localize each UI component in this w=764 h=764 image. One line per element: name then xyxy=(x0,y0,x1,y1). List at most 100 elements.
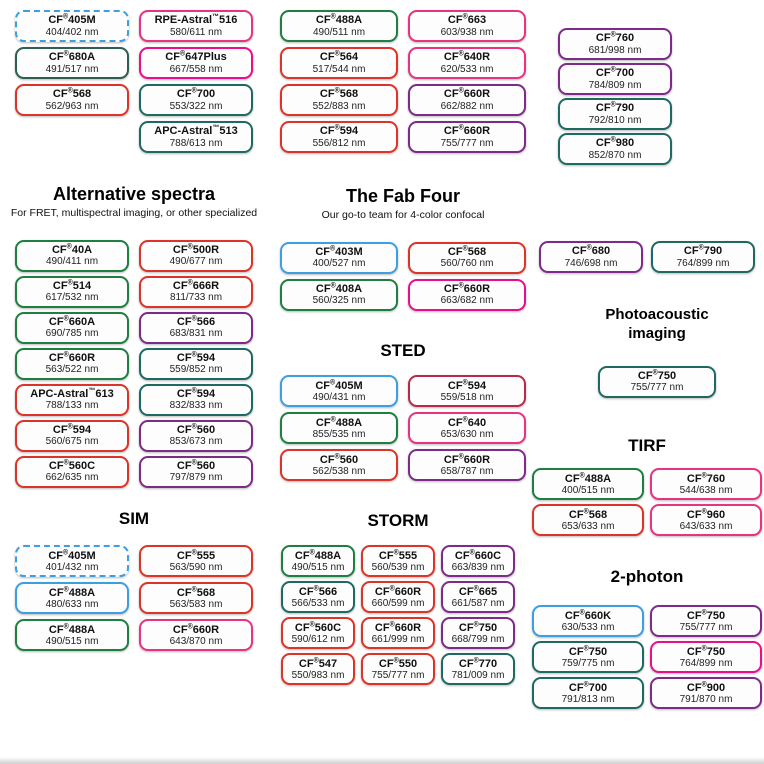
section-title: Photoacoustic imaging xyxy=(605,306,709,342)
dye-excitation-emission: 400/527 nm xyxy=(312,258,366,270)
section-sim: SIM CF®405M 401/432 nm CF®488A 480/633 nm CF®… xyxy=(8,508,260,652)
dye-pill: CF®488A 480/633 nm xyxy=(15,582,129,615)
section-title: The Fab Four xyxy=(346,186,460,206)
dye-name: CF®594 xyxy=(447,378,487,392)
dye-excitation-emission: 480/633 nm xyxy=(45,598,99,610)
dye-excitation-emission: 755/777 nm xyxy=(679,621,733,633)
dye-name: CF®560 xyxy=(319,452,359,466)
dye-pill: CF®566 566/533 nm xyxy=(281,581,355,614)
dye-excitation-emission: 603/938 nm xyxy=(440,26,494,38)
dye-name: CF®665 xyxy=(458,584,498,598)
section-title: 2-photon xyxy=(610,567,684,586)
dye-excitation-emission: 490/677 nm xyxy=(169,256,223,268)
pill-column: CF®405M 401/432 nm CF®488A 480/633 nm CF®488… xyxy=(15,545,129,652)
dye-pill: RPE-Astral™516 580/611 nm xyxy=(139,10,253,42)
dye-pill: CF®660R 662/882 nm xyxy=(408,84,526,116)
section-title: Alternative spectra xyxy=(52,184,216,204)
dye-name: CF®750 xyxy=(686,644,726,658)
dye-pill: CF®660R 643/870 nm xyxy=(139,619,253,652)
dye-name: CF®640 xyxy=(447,415,487,429)
dye-name: CF®790 xyxy=(683,244,723,258)
dye-excitation-emission: 788/613 nm xyxy=(169,137,223,149)
pill-column: CF®680 746/698 nm xyxy=(539,241,643,273)
dye-excitation-emission: 491/517 nm xyxy=(45,63,99,75)
dye-excitation-emission: 661/587 nm xyxy=(451,597,505,609)
pill-columns: CF®405M 490/431 nm CF®488A 855/535 nm CF®560… xyxy=(276,375,530,482)
dye-pill: CF®555 563/590 nm xyxy=(139,545,253,578)
dye-excitation-emission: 630/533 nm xyxy=(561,621,615,633)
dye-pill: CF®547 550/983 nm xyxy=(281,653,355,686)
dye-name: CF®488A xyxy=(48,622,96,636)
dye-name: APC-Astral™613 xyxy=(30,387,114,400)
dye-pill: CF®640 653/630 nm xyxy=(408,412,526,445)
dye-name: CF®488A xyxy=(48,585,96,599)
dye-name: RPE-Astral™516 xyxy=(154,13,238,27)
dye-pill: APC-Astral™613 788/133 nm xyxy=(15,383,129,416)
dye-pill: CF®488A 400/515 nm xyxy=(532,468,644,501)
dye-pill: CF®680 746/698 nm xyxy=(539,241,643,273)
dye-pill: CF®750 759/775 nm xyxy=(532,641,644,674)
section-photo: Photoacoustic imaging CF®750 755/777 nm xyxy=(554,306,760,398)
pill-columns: CF®488A 490/511 nm CF®564 517/544 nm CF®568 5… xyxy=(276,10,530,153)
dye-name: CF®647Plus xyxy=(165,50,227,64)
dye-name: CF®40A xyxy=(51,243,93,256)
dye-pill: CF®564 517/544 nm xyxy=(280,47,398,79)
dye-name: CF®660A xyxy=(48,315,96,328)
dye-pill: CF®750 764/899 nm xyxy=(650,641,762,674)
dye-name: APC-Astral™513 xyxy=(154,124,238,138)
pill-columns: CF®405M 401/432 nm CF®488A 480/633 nm CF®488… xyxy=(8,545,260,652)
dye-excitation-emission: 490/411 nm xyxy=(45,256,99,268)
dye-excitation-emission: 681/998 nm xyxy=(588,44,642,56)
pill-column: CF®488A 490/511 nm CF®564 517/544 nm CF®568 5… xyxy=(280,10,398,153)
dye-name: CF®555 xyxy=(176,548,216,562)
dye-pill: CF®666R 811/733 nm xyxy=(139,275,253,308)
dye-excitation-emission: 544/638 nm xyxy=(679,484,733,496)
dye-pill: CF®700 784/809 nm xyxy=(558,63,672,95)
dye-excitation-emission: 643/633 nm xyxy=(679,520,733,532)
dye-pill: CF®700 791/813 nm xyxy=(532,677,644,710)
dye-excitation-emission: 550/983 nm xyxy=(291,669,345,681)
dye-name: CF®488A xyxy=(294,548,342,562)
dye-excitation-emission: 401/432 nm xyxy=(45,561,99,573)
dye-excitation-emission: 653/630 nm xyxy=(440,428,494,440)
section-2p: 2-photon CF®660K 630/533 nm CF®750 759/775 n… xyxy=(532,566,762,710)
dye-excitation-emission: 560/539 nm xyxy=(371,561,425,573)
section-storm: STORM CF®488A 490/515 nm CF®566 566/533 nm CF… xyxy=(278,510,518,686)
dye-excitation-emission: 811/733 nm xyxy=(169,292,223,304)
dye-name: CF®500R xyxy=(172,243,220,256)
dye-name: CF®594 xyxy=(52,423,92,436)
dye-name: CF®660K xyxy=(564,608,612,622)
dye-name: CF®700 xyxy=(568,680,608,694)
dye-excitation-emission: 553/322 nm xyxy=(169,100,223,112)
dye-pill: CF®405M 401/432 nm xyxy=(15,545,129,578)
dye-excitation-emission: 560/760 nm xyxy=(440,258,494,270)
section-fab: The Fab Four Our go-to team for 4-color c… xyxy=(276,185,530,311)
dye-pill: CF®408A 560/325 nm xyxy=(280,278,398,311)
dye-pill: CF®750 755/777 nm xyxy=(598,365,716,398)
pill-columns: CF®660K 630/533 nm CF®750 759/775 nm CF®700 7… xyxy=(532,605,762,710)
pill-column: CF®760 681/998 nm CF®700 784/809 nm CF®790 79… xyxy=(558,28,672,165)
dye-excitation-emission: 662/635 nm xyxy=(45,472,99,484)
dye-name: CF®660R xyxy=(48,351,96,364)
dye-name: CF®660C xyxy=(454,548,502,562)
pill-column: CF®405M 490/431 nm CF®488A 855/535 nm CF®560… xyxy=(280,375,398,482)
dye-pill: CF®980 852/870 nm xyxy=(558,133,672,165)
pill-column: CF®405M 404/402 nm CF®680A 491/517 nm CF®568… xyxy=(15,10,129,153)
dye-pill: CF®594 559/852 nm xyxy=(139,347,253,380)
dye-name: CF®790 xyxy=(595,101,635,115)
section-top-right: CF®760 681/998 nm CF®700 784/809 nm CF®790 79… xyxy=(556,28,674,165)
section-title: TIRF xyxy=(628,436,666,455)
dye-pill: CF®790 792/810 nm xyxy=(558,98,672,130)
dye-excitation-emission: 661/999 nm xyxy=(371,633,425,645)
dye-excitation-emission: 559/518 nm xyxy=(440,391,494,403)
dye-name: CF®750 xyxy=(637,369,677,382)
dye-name: CF®568 xyxy=(319,87,359,101)
dye-name: CF®560C xyxy=(48,459,96,472)
dye-name: CF®960 xyxy=(686,507,726,521)
dye-pill: CF®488A 490/511 nm xyxy=(280,10,398,42)
dye-pill: CF®900 791/870 nm xyxy=(650,677,762,710)
dye-excitation-emission: 563/522 nm xyxy=(45,364,99,376)
pill-column: CF®760 544/638 nm CF®960 643/633 nm xyxy=(650,468,762,537)
pill-column: RPE-Astral™516 580/611 nm CF®647Plus 667/55… xyxy=(139,10,253,153)
dye-name: CF®405M xyxy=(48,13,96,27)
